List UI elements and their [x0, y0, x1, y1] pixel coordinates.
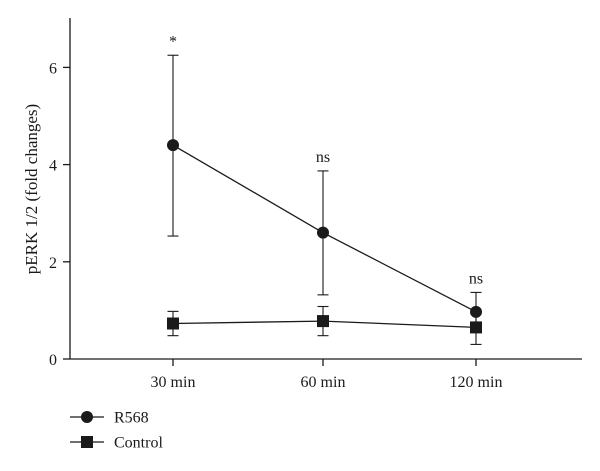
y-tick-label: 0	[49, 352, 57, 369]
legend-label: R568	[114, 410, 149, 427]
x-tick-label: 60 min	[301, 374, 346, 391]
data-point	[317, 315, 329, 328]
legend: R568 Control	[70, 410, 163, 452]
data-point	[470, 321, 482, 334]
legend-marker	[81, 411, 93, 423]
series-layer: * ns ns	[167, 33, 483, 345]
series-control	[167, 305, 482, 345]
y-axis-title: pERK 1/2 (fold changes)	[22, 104, 41, 274]
data-point	[317, 226, 329, 239]
significance-label: ns	[469, 270, 483, 287]
significance-label: *	[169, 33, 177, 50]
y-tick-label: 4	[49, 158, 57, 175]
legend-item-control: Control	[70, 435, 163, 452]
legend-item-r568: R568	[70, 410, 149, 427]
series-r568: * ns ns	[167, 33, 483, 331]
x-tick-label: 30 min	[151, 374, 196, 391]
significance-label: ns	[316, 149, 330, 166]
data-point	[167, 317, 179, 330]
data-point	[470, 305, 482, 318]
data-point	[167, 139, 179, 152]
y-tick-label: 2	[49, 255, 57, 272]
y-tick-label: 6	[49, 60, 57, 77]
x-tick-label: 120 min	[450, 374, 503, 391]
legend-label: Control	[114, 435, 163, 452]
legend-marker	[81, 436, 93, 448]
y-ticks: 0 2 4 6	[49, 60, 70, 369]
x-ticks: 30 min 60 min 120 min	[151, 359, 503, 391]
